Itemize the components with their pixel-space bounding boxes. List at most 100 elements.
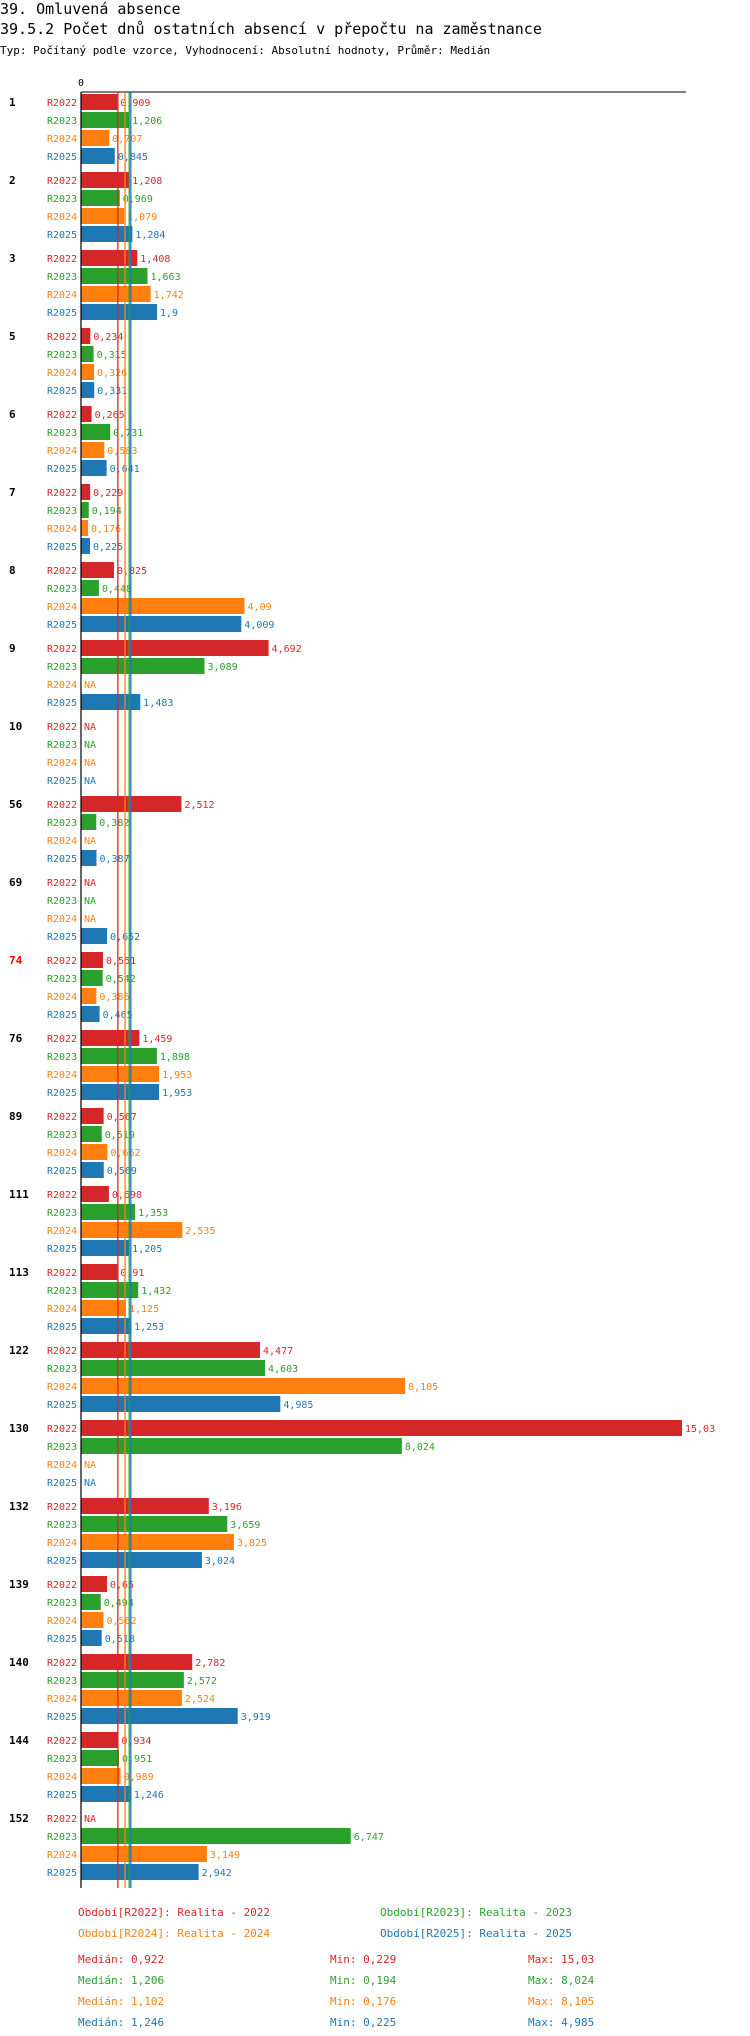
bar (81, 1576, 107, 1592)
data-label: 3,825 (237, 1538, 267, 1549)
series-label: R2022 (47, 878, 77, 889)
bar (81, 1708, 238, 1724)
data-label: NA (84, 836, 96, 847)
series-label: R2025 (47, 1244, 77, 1255)
data-label: 0,225 (93, 542, 123, 553)
median-value: Medián: 0,922 (78, 1953, 165, 1966)
group-label: 113 (9, 1266, 29, 1279)
bar (81, 1594, 101, 1610)
bar (81, 1516, 228, 1532)
data-label: 1,483 (143, 698, 173, 709)
series-label: R2022 (47, 254, 77, 265)
bar (81, 970, 103, 986)
group-label: 9 (9, 642, 16, 655)
data-label: NA (84, 1478, 96, 1489)
series-label: R2025 (47, 230, 77, 241)
group-label: 74 (9, 954, 23, 967)
series-label: R2025 (47, 1556, 77, 1567)
bar (81, 988, 97, 1004)
series-label: R2022 (47, 1502, 77, 1513)
bar (81, 1732, 119, 1748)
bar (81, 1048, 157, 1064)
chart-subtitle: 39.5.2 Počet dnů ostatních absencí v pře… (0, 20, 542, 38)
series-label: R2022 (47, 1814, 77, 1825)
data-label: 1,953 (162, 1088, 192, 1099)
bar (81, 1006, 100, 1022)
data-label: NA (84, 680, 96, 691)
bar (81, 952, 104, 968)
series-label: R2023 (47, 1754, 77, 1765)
series-label: R2023 (47, 896, 77, 907)
data-label: 1,206 (132, 116, 162, 127)
bar (81, 250, 138, 266)
data-label: 0,265 (95, 410, 125, 421)
bar (81, 1318, 132, 1334)
series-label: R2022 (47, 800, 77, 811)
data-label: 1,663 (150, 272, 180, 283)
data-label: 2,535 (185, 1226, 215, 1237)
data-label: 1,246 (134, 1790, 164, 1801)
series-label: R2024 (47, 602, 77, 613)
series-label: R2024 (47, 1616, 77, 1627)
data-label: NA (84, 896, 96, 907)
series-label: R2025 (47, 308, 77, 319)
bar (81, 1240, 130, 1256)
legend-entry: Období[R2024]: Realita - 2024 (78, 1927, 271, 1940)
group-label: 5 (9, 330, 16, 343)
data-label: 0,518 (105, 1634, 135, 1645)
group-label: 3 (9, 252, 16, 265)
data-label: 0,542 (106, 974, 136, 985)
bar (81, 562, 114, 578)
group-label: 10 (9, 720, 22, 733)
series-label: R2024 (47, 1538, 77, 1549)
data-label: 2,512 (184, 800, 214, 811)
series-label: R2023 (47, 1364, 77, 1375)
median-value: Medián: 1,206 (78, 1974, 165, 1987)
bar (81, 1378, 406, 1394)
min-value: Min: 0,225 (330, 2016, 397, 2029)
x-axis-zero-label: 0 (78, 78, 84, 89)
bar (81, 1396, 281, 1412)
bar (81, 1828, 351, 1844)
bar (81, 1864, 199, 1880)
series-label: R2024 (47, 680, 77, 691)
series-label: R2022 (47, 1424, 77, 1435)
data-label: 1,208 (132, 176, 162, 187)
group-label: 130 (9, 1422, 29, 1435)
data-label: 0,969 (123, 194, 153, 205)
group-label: 152 (9, 1812, 29, 1825)
series-label: R2025 (47, 1478, 77, 1489)
series-label: R2025 (47, 1712, 77, 1723)
group-label: 144 (9, 1734, 29, 1747)
series-label: R2025 (47, 1634, 77, 1645)
series-label: R2024 (47, 1070, 77, 1081)
series-label: R2025 (47, 1166, 77, 1177)
series-label: R2025 (47, 1790, 77, 1801)
group-label: 2 (9, 174, 16, 187)
data-label: 4,985 (283, 1400, 313, 1411)
data-label: 4,603 (268, 1364, 298, 1375)
data-label: 0,494 (104, 1598, 134, 1609)
bar (81, 424, 111, 440)
data-label: 8,024 (405, 1442, 435, 1453)
bar (81, 226, 133, 242)
series-label: R2025 (47, 1088, 77, 1099)
group-label: 89 (9, 1110, 22, 1123)
max-value: Max: 8,024 (528, 1974, 595, 1987)
data-label: 6,747 (354, 1832, 384, 1843)
bar (81, 130, 110, 146)
bar (81, 580, 99, 596)
data-label: NA (84, 722, 96, 733)
series-label: R2025 (47, 542, 77, 553)
series-label: R2022 (47, 1034, 77, 1045)
data-label: 8,105 (408, 1382, 438, 1393)
bar (81, 1162, 104, 1178)
bar (81, 1552, 202, 1568)
series-label: R2025 (47, 854, 77, 865)
data-label: 1,284 (135, 230, 165, 241)
series-label: R2023 (47, 428, 77, 439)
series-label: R2022 (47, 1112, 77, 1123)
series-label: R2025 (47, 776, 77, 787)
bar (81, 640, 269, 656)
series-label: R2022 (47, 1658, 77, 1669)
